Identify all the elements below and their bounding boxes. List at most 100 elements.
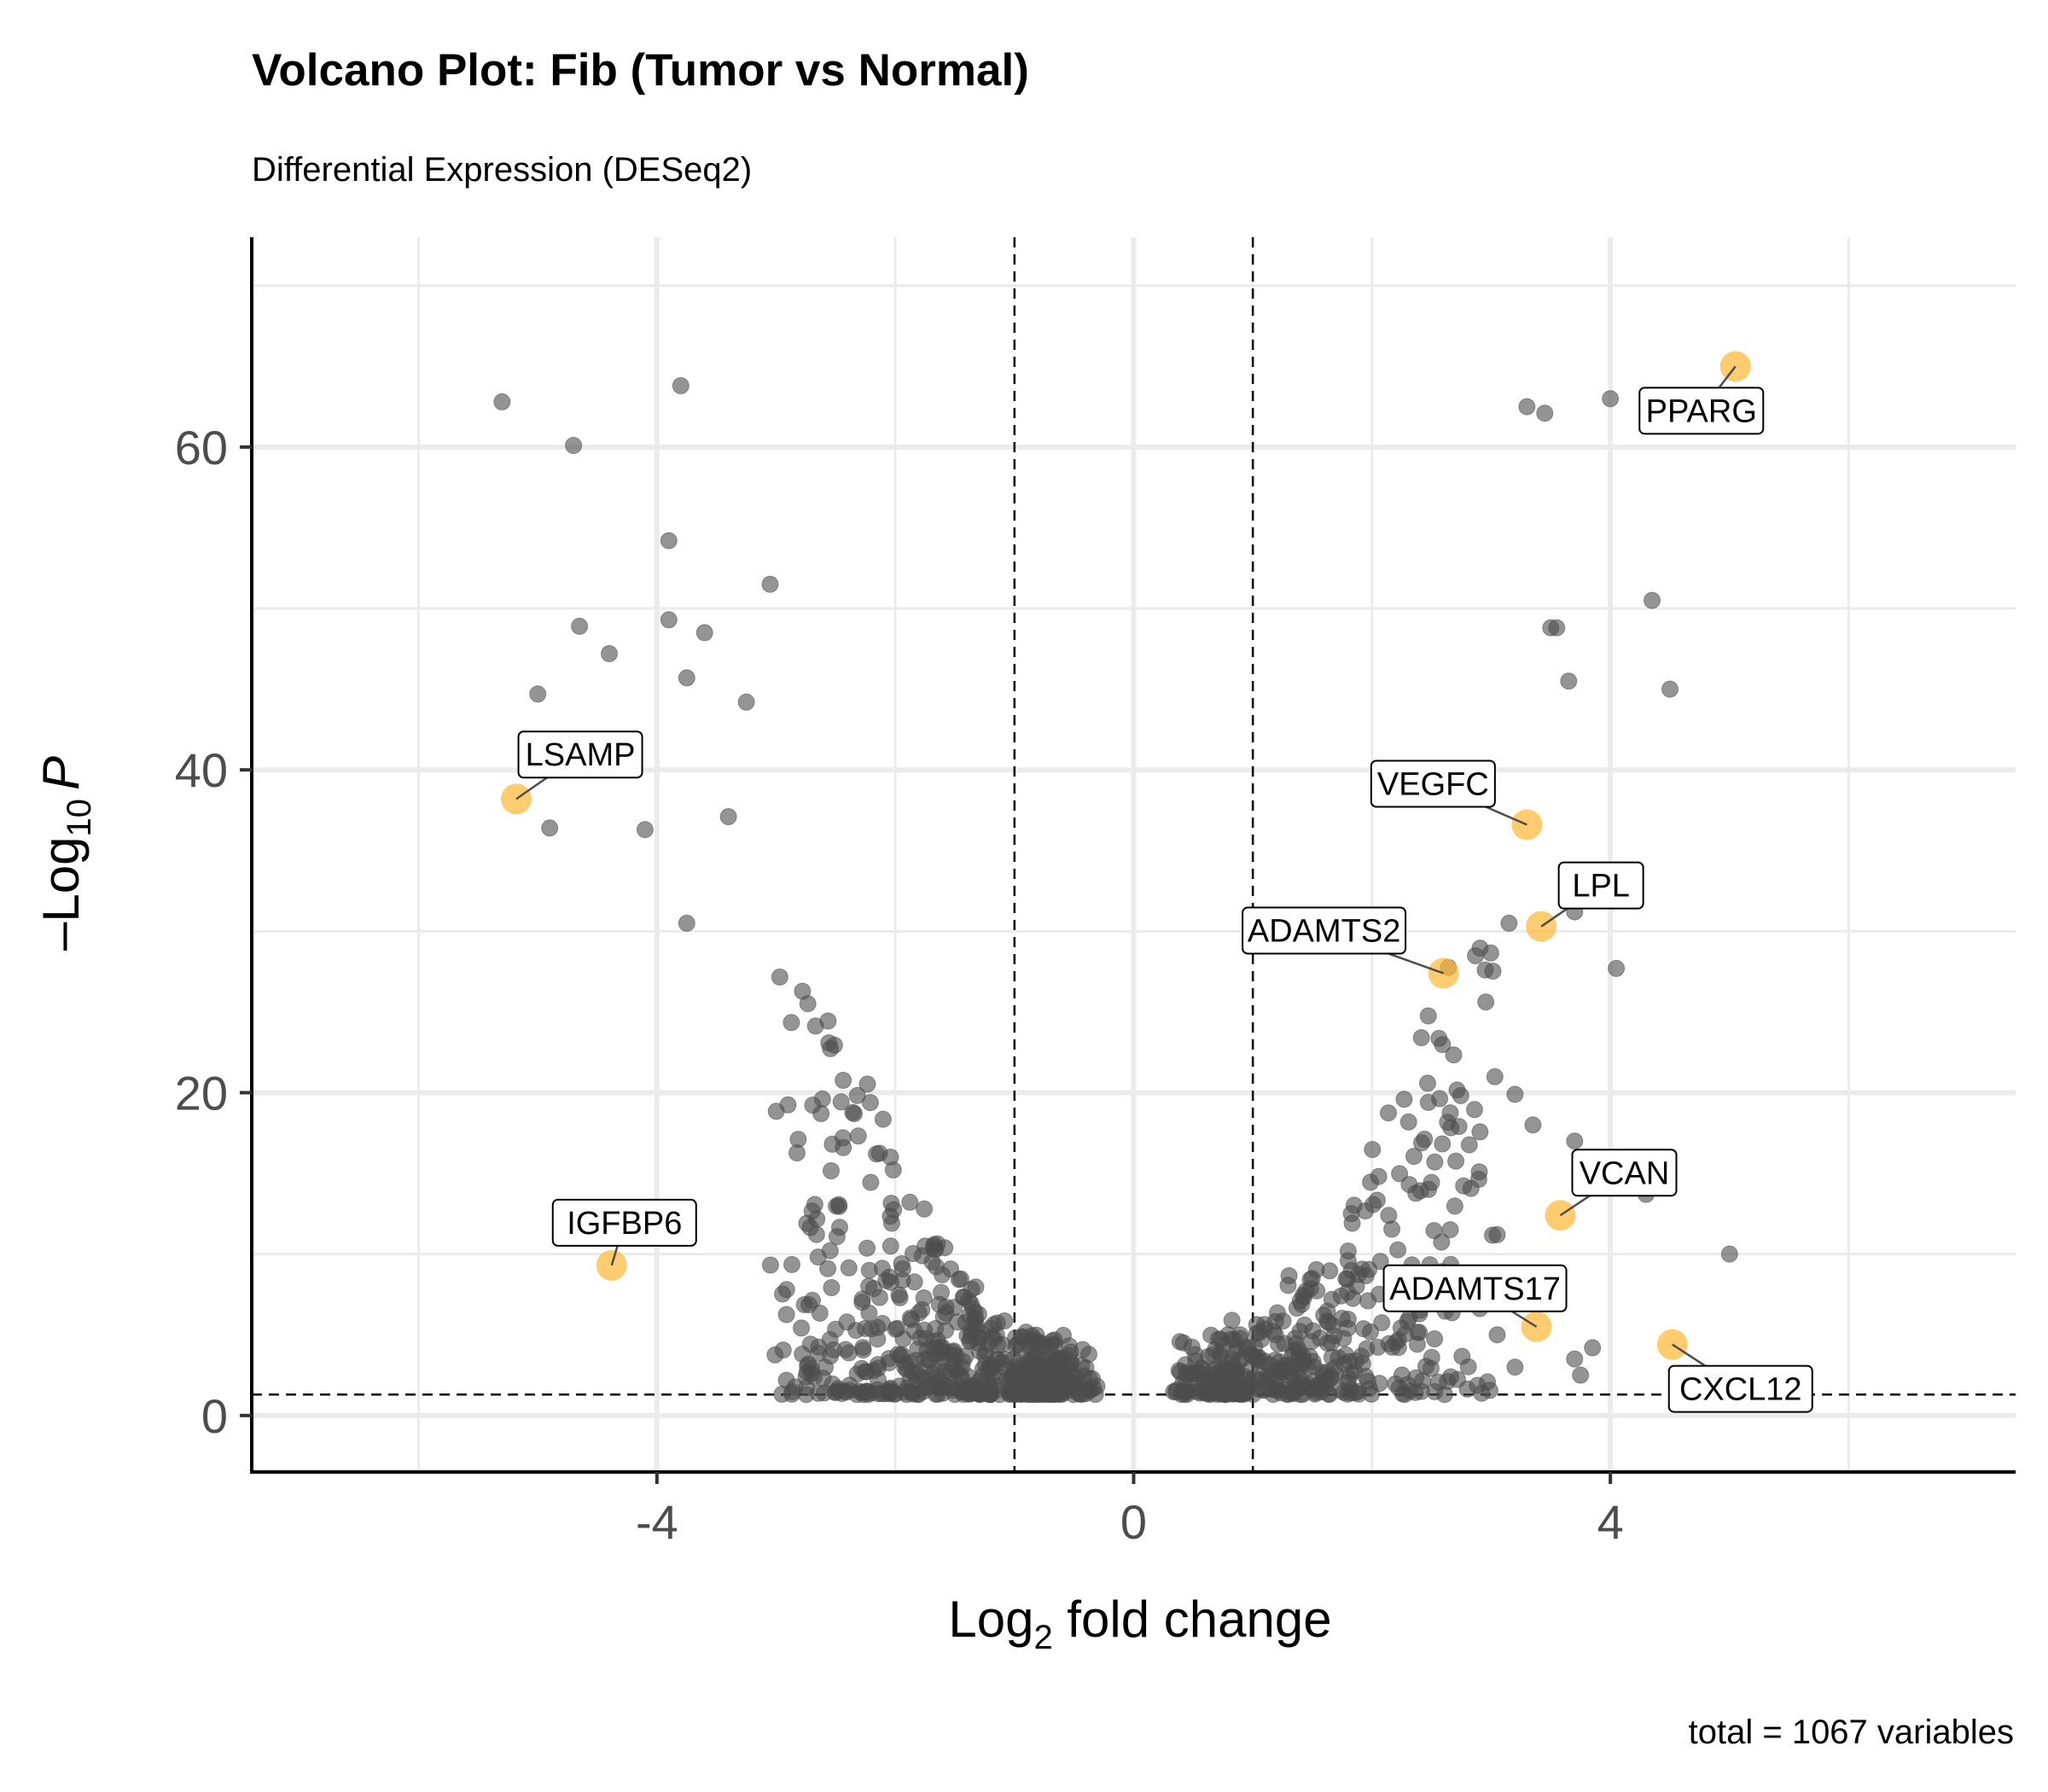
gene-label-box xyxy=(1242,906,1407,955)
data-point xyxy=(1251,1324,1269,1341)
data-point xyxy=(967,1278,985,1296)
data-point xyxy=(934,1376,952,1393)
x-tick-label: 4 xyxy=(1597,1495,1624,1549)
gene-labels: PPARG LSAMP VEGFC LPL ADAMTS2 VCAN IGFBP6 ADAMT… xyxy=(515,365,1813,1413)
data-point xyxy=(777,1281,795,1299)
data-point xyxy=(858,1239,876,1257)
data-point xyxy=(571,617,589,635)
data-point xyxy=(901,1309,919,1327)
gene-label-box xyxy=(1557,861,1644,910)
data-point xyxy=(1566,1350,1584,1368)
data-point xyxy=(795,1295,813,1313)
data-point xyxy=(1453,1347,1471,1365)
gene-label-text: PPARG xyxy=(1646,393,1757,429)
chart-caption: total = 1067 variables xyxy=(1689,1713,2014,1751)
data-point xyxy=(771,969,788,986)
data-point xyxy=(1279,1277,1297,1295)
data-point xyxy=(1536,404,1554,422)
data-point xyxy=(928,1258,945,1276)
data-point xyxy=(1445,1046,1463,1064)
data-point xyxy=(695,624,713,642)
data-point xyxy=(838,1313,856,1331)
data-point xyxy=(1446,1197,1463,1215)
data-point xyxy=(1412,1029,1430,1047)
data-point xyxy=(820,1034,838,1052)
gene-label-lpl: LPL xyxy=(1540,861,1644,928)
data-point xyxy=(1187,1352,1205,1370)
gene-label-text: LPL xyxy=(1572,869,1630,905)
data-point xyxy=(1315,1306,1333,1324)
data-point xyxy=(1332,1287,1350,1305)
data-point xyxy=(854,1386,872,1404)
chart-title: Volcano Plot: Fib (Tumor vs Normal) xyxy=(252,45,1029,96)
data-point xyxy=(1423,1173,1440,1191)
data-point xyxy=(719,808,737,825)
data-point xyxy=(678,669,695,687)
data-point xyxy=(1423,1359,1440,1377)
data-point xyxy=(777,1306,795,1324)
data-point xyxy=(761,575,779,593)
data-point xyxy=(1387,1334,1405,1352)
data-point xyxy=(1003,1367,1021,1385)
data-point xyxy=(1236,1368,1254,1386)
data-point xyxy=(1506,1085,1524,1103)
data-point xyxy=(1524,1116,1542,1134)
data-point xyxy=(1326,1359,1344,1376)
y-axis-title: –Log10P xyxy=(32,756,98,951)
data-point xyxy=(529,685,547,703)
data-point xyxy=(823,1162,840,1179)
y-tick-label: 20 xyxy=(175,1066,228,1120)
gene-label-vegfc: VEGFC xyxy=(1370,759,1527,826)
data-point xyxy=(893,1271,911,1289)
data-point xyxy=(993,1335,1011,1353)
data-point xyxy=(1225,1384,1242,1401)
data-point xyxy=(1389,1241,1407,1259)
data-point xyxy=(1419,1074,1436,1092)
data-point xyxy=(835,1138,852,1156)
data-point xyxy=(1368,1191,1386,1209)
data-point xyxy=(1080,1346,1097,1364)
gene-label-igfbp6: IGFBP6 xyxy=(551,1198,697,1266)
data-point xyxy=(1506,1359,1524,1376)
data-point xyxy=(945,1346,963,1364)
data-point xyxy=(1380,1207,1398,1225)
data-point xyxy=(1007,1329,1025,1347)
data-point xyxy=(1373,1314,1391,1332)
data-point xyxy=(1434,1135,1452,1153)
data-point xyxy=(1021,1364,1039,1382)
data-point xyxy=(1460,1136,1478,1154)
data-point xyxy=(1488,1326,1506,1344)
gene-label-box xyxy=(517,730,643,779)
data-point xyxy=(869,1330,887,1348)
data-point xyxy=(799,995,817,1013)
data-point xyxy=(1448,1081,1466,1099)
gene-label-cxcl12: CXCL12 xyxy=(1667,1343,1813,1413)
gene-label-text: IGFBP6 xyxy=(567,1206,682,1242)
data-point xyxy=(1172,1386,1190,1403)
gene-label-adamts17: ADAMTS17 xyxy=(1382,1264,1568,1328)
data-point xyxy=(960,1385,978,1403)
data-point xyxy=(1484,1226,1501,1244)
data-point xyxy=(1362,1323,1379,1341)
data-point xyxy=(672,377,689,394)
data-point xyxy=(1560,672,1578,690)
data-point xyxy=(1391,1165,1409,1183)
data-point xyxy=(1044,1359,1062,1377)
data-point xyxy=(1364,1141,1382,1159)
data-point xyxy=(1081,1380,1099,1398)
data-point xyxy=(1362,1173,1380,1191)
data-point xyxy=(774,1341,792,1359)
data-point xyxy=(798,1214,816,1232)
data-point xyxy=(898,1361,916,1379)
data-point xyxy=(789,1131,807,1149)
data-point xyxy=(1323,1334,1341,1352)
data-point xyxy=(1644,591,1661,609)
data-point xyxy=(961,1333,979,1350)
data-point xyxy=(854,1341,872,1359)
data-point xyxy=(1223,1312,1241,1329)
data-point xyxy=(925,1344,943,1362)
data-point xyxy=(1406,1383,1424,1401)
data-point xyxy=(904,1384,922,1402)
data-point xyxy=(779,1096,797,1114)
data-point xyxy=(1213,1361,1231,1379)
